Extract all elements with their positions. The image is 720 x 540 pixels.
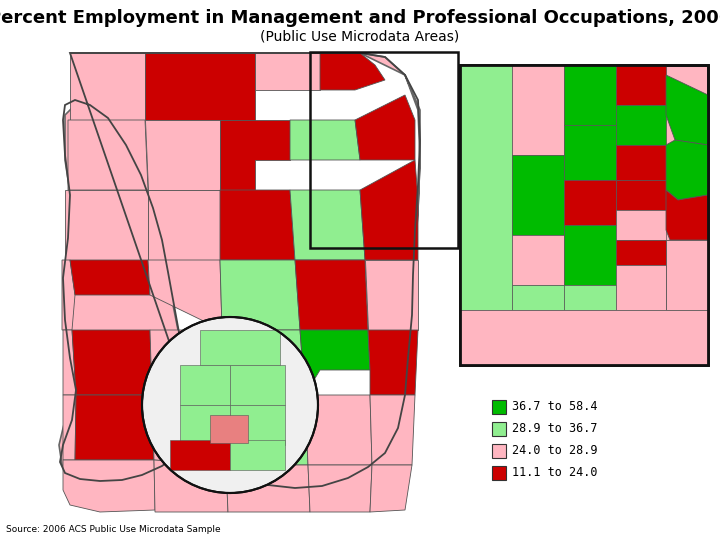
Text: Source: 2006 ACS Public Use Microdata Sample: Source: 2006 ACS Public Use Microdata Sa… (6, 525, 220, 535)
Bar (180, 405, 230, 445)
Polygon shape (226, 465, 310, 512)
Polygon shape (145, 53, 255, 120)
Polygon shape (65, 190, 148, 260)
Polygon shape (63, 395, 76, 460)
Polygon shape (666, 75, 708, 145)
Bar (492, 466, 506, 480)
Polygon shape (255, 53, 320, 90)
Bar (564, 180, 616, 225)
Bar (460, 65, 512, 310)
Bar (492, 422, 506, 436)
Bar (616, 105, 666, 145)
Text: 11.1 to 24.0: 11.1 to 24.0 (512, 467, 598, 480)
Bar (512, 235, 564, 285)
Polygon shape (75, 395, 154, 460)
Bar (616, 180, 666, 210)
Polygon shape (59, 53, 420, 488)
Text: 36.7 to 58.4: 36.7 to 58.4 (512, 401, 598, 414)
Bar (180, 365, 230, 405)
Polygon shape (370, 465, 412, 512)
Bar (512, 65, 564, 155)
Text: 28.9 to 36.7: 28.9 to 36.7 (512, 422, 598, 435)
Polygon shape (152, 395, 226, 465)
Bar (616, 240, 666, 265)
Polygon shape (62, 260, 75, 330)
Bar (564, 65, 616, 125)
Polygon shape (222, 330, 305, 395)
Polygon shape (368, 330, 418, 395)
Bar (492, 400, 506, 414)
Polygon shape (154, 460, 228, 512)
Polygon shape (365, 260, 418, 330)
Bar (616, 65, 666, 105)
Text: (Public Use Microdata Areas): (Public Use Microdata Areas) (261, 29, 459, 43)
Polygon shape (320, 53, 385, 90)
Bar (230, 405, 285, 445)
Bar (492, 444, 506, 458)
Polygon shape (240, 345, 275, 380)
Polygon shape (305, 395, 372, 465)
Polygon shape (360, 160, 418, 260)
Polygon shape (220, 260, 300, 330)
Circle shape (142, 317, 318, 493)
Polygon shape (150, 330, 224, 395)
Polygon shape (220, 120, 290, 190)
Polygon shape (70, 260, 150, 295)
Polygon shape (72, 330, 152, 395)
Polygon shape (224, 395, 308, 465)
Polygon shape (63, 330, 76, 395)
Bar (210, 415, 248, 443)
Bar (512, 155, 564, 235)
Bar (564, 125, 616, 180)
Polygon shape (290, 190, 365, 260)
Bar (460, 65, 708, 365)
Polygon shape (63, 460, 155, 512)
Bar (230, 365, 285, 405)
Polygon shape (68, 120, 148, 190)
Bar (230, 440, 285, 470)
Polygon shape (295, 260, 368, 330)
Bar (564, 285, 616, 310)
Bar (616, 210, 666, 240)
Polygon shape (300, 330, 370, 395)
Bar (170, 440, 230, 470)
Bar (616, 145, 666, 180)
Bar (616, 265, 666, 310)
Polygon shape (666, 240, 708, 310)
Bar (310, 52, 458, 248)
Text: Percent Employment in Management and Professional Occupations, 2006: Percent Employment in Management and Pro… (0, 9, 720, 27)
Bar (512, 285, 564, 310)
Polygon shape (666, 140, 708, 200)
Bar (460, 310, 708, 365)
Polygon shape (355, 95, 415, 160)
Bar (200, 330, 280, 365)
Polygon shape (370, 395, 415, 465)
Polygon shape (220, 190, 295, 260)
Polygon shape (666, 190, 708, 240)
Polygon shape (308, 465, 372, 512)
Text: 24.0 to 28.9: 24.0 to 28.9 (512, 444, 598, 457)
Polygon shape (70, 53, 145, 120)
Polygon shape (290, 120, 360, 160)
Polygon shape (148, 190, 220, 260)
Polygon shape (148, 260, 222, 330)
Bar (460, 65, 708, 365)
Bar (564, 225, 616, 285)
Polygon shape (145, 120, 220, 190)
